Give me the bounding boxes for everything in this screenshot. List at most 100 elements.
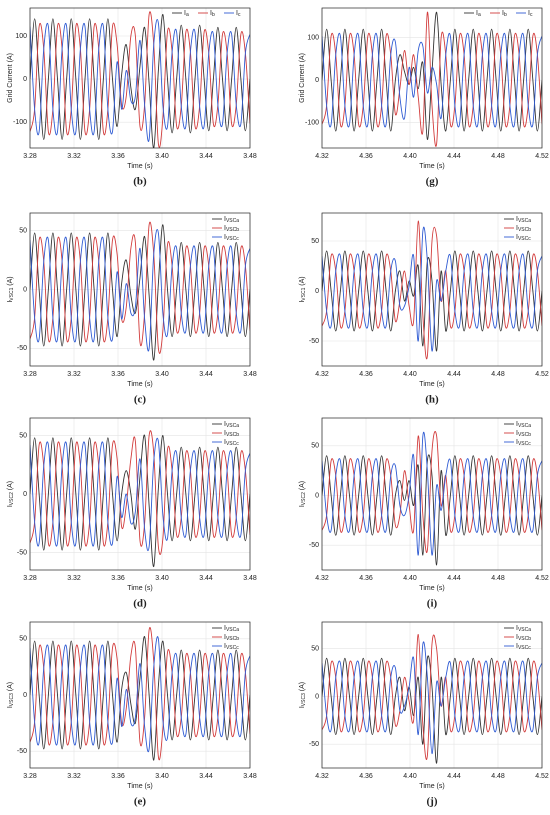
x-tick-label: 4.32 xyxy=(315,153,329,160)
x-tick-label: 4.48 xyxy=(491,575,505,582)
legend-label: Ic xyxy=(528,10,533,18)
x-axis-label: Time (s) xyxy=(419,163,444,170)
y-tick-label: 0 xyxy=(23,692,27,699)
legend-label: Ic xyxy=(236,10,241,18)
y-tick-label: -50 xyxy=(309,741,319,748)
y-tick-label: 50 xyxy=(19,432,27,439)
y-tick-label: 0 xyxy=(315,288,319,295)
y-tick-label: 50 xyxy=(311,646,319,653)
x-tick-label: 4.36 xyxy=(359,575,373,582)
legend-label: Ia xyxy=(476,10,481,18)
axes-frame xyxy=(29,212,251,367)
series-line xyxy=(30,221,250,354)
y-tick-label: 0 xyxy=(315,693,319,700)
legend-label: IVSCc xyxy=(516,439,531,447)
x-tick-label: 3.28 xyxy=(23,575,37,582)
x-axis-label: Time (s) xyxy=(127,783,152,790)
axes-frame xyxy=(29,417,251,571)
x-tick-label: 4.52 xyxy=(535,773,549,780)
x-tick-label: 3.36 xyxy=(111,575,125,582)
series-line xyxy=(322,655,542,764)
x-tick-label: 3.28 xyxy=(23,371,37,378)
legend: Ia Ib Ic xyxy=(464,10,533,18)
panel: 4.32 4.36 4.40 4.44 4.48 4.52 -50 0 50 IVSCaIVSCb… xyxy=(299,417,549,610)
series-line xyxy=(30,437,250,552)
series-line xyxy=(322,633,542,760)
panel: 4.32 4.36 4.40 4.44 4.48 4.52 -100 0 100 Ia Ib Ic Ti… xyxy=(299,7,549,188)
legend-label: IVSCb xyxy=(516,634,531,642)
series-line xyxy=(322,250,542,352)
panel: 3.28 3.32 3.36 3.40 3.44 3.48 -100 0 100 Ia Ib Ic Ti… xyxy=(7,7,257,188)
series-group xyxy=(322,11,542,147)
x-tick-label: 4.40 xyxy=(403,575,417,582)
y-tick-label: 0 xyxy=(23,286,27,293)
legend-label: IVSCa xyxy=(224,421,239,429)
y-tick-label: 50 xyxy=(311,238,319,245)
x-tick-label: 3.44 xyxy=(199,773,213,780)
legend-label: IVSCa xyxy=(224,216,239,224)
x-tick-label: 3.48 xyxy=(243,575,257,582)
x-tick-label: 3.36 xyxy=(111,371,125,378)
x-tick-label: 3.32 xyxy=(67,575,81,582)
x-tick-label: 4.44 xyxy=(447,773,461,780)
x-tick-label: 3.28 xyxy=(23,153,37,160)
y-tick-label: -100 xyxy=(13,119,27,126)
y-tick-label: 100 xyxy=(15,33,27,40)
y-tick-label: 100 xyxy=(307,35,319,42)
series-group xyxy=(322,431,542,566)
y-tick-label: 50 xyxy=(19,636,27,643)
series-group xyxy=(30,11,250,148)
x-tick-label: 4.48 xyxy=(491,153,505,160)
series-line xyxy=(322,641,542,755)
axes-frame xyxy=(321,417,543,571)
series-line xyxy=(30,229,250,352)
x-tick-label: 4.44 xyxy=(447,153,461,160)
series-line xyxy=(322,220,542,360)
series-line xyxy=(30,627,250,761)
panel-label: (g) xyxy=(426,176,439,188)
x-tick-label: 3.32 xyxy=(67,153,81,160)
x-tick-label: 3.36 xyxy=(111,153,125,160)
panel: 4.32 4.36 4.40 4.44 4.48 4.52 -50 0 50 IVSCaIVSCb… xyxy=(299,621,549,808)
legend-label: IVSCa xyxy=(516,216,531,224)
y-axis-label: Grid Current (A) xyxy=(7,53,14,103)
series-group xyxy=(322,633,542,764)
series-line xyxy=(30,19,250,142)
y-tick-label: 0 xyxy=(315,492,319,499)
y-axis-label: IVSC2 (A) xyxy=(299,481,307,507)
legend-label: IVSCc xyxy=(516,643,531,651)
x-axis-label: Time (s) xyxy=(127,381,152,388)
x-tick-label: 3.32 xyxy=(67,773,81,780)
x-tick-label: 4.40 xyxy=(403,773,417,780)
y-tick-label: -50 xyxy=(17,345,27,352)
y-axis-label: IVSC1 (A) xyxy=(299,276,307,302)
x-tick-label: 4.52 xyxy=(535,153,549,160)
legend-label: IVSCa xyxy=(516,421,531,429)
series-line xyxy=(322,32,542,128)
plot-area xyxy=(322,213,542,366)
panel-label: (c) xyxy=(134,394,147,406)
y-tick-label: -50 xyxy=(309,338,319,345)
series-line xyxy=(30,14,250,148)
series-line xyxy=(30,636,250,761)
y-tick-label: -50 xyxy=(17,549,27,556)
x-tick-label: 3.48 xyxy=(243,773,257,780)
y-tick-label: 50 xyxy=(19,227,27,234)
x-tick-label: 3.32 xyxy=(67,371,81,378)
x-tick-label: 4.48 xyxy=(491,773,505,780)
panel: 3.28 3.32 3.36 3.40 3.44 3.48 -50 0 50 IVSCaIVSCb… xyxy=(7,212,257,406)
series-line xyxy=(322,11,542,147)
x-tick-label: 4.32 xyxy=(315,371,329,378)
y-tick-label: -50 xyxy=(309,542,319,549)
series-line xyxy=(30,636,250,753)
y-tick-label: -50 xyxy=(17,748,27,755)
series-line xyxy=(30,224,250,361)
axes-frame xyxy=(29,621,251,769)
x-axis-label: Time (s) xyxy=(127,585,152,592)
y-tick-label: 0 xyxy=(23,76,27,83)
panel-label: (h) xyxy=(425,394,439,406)
